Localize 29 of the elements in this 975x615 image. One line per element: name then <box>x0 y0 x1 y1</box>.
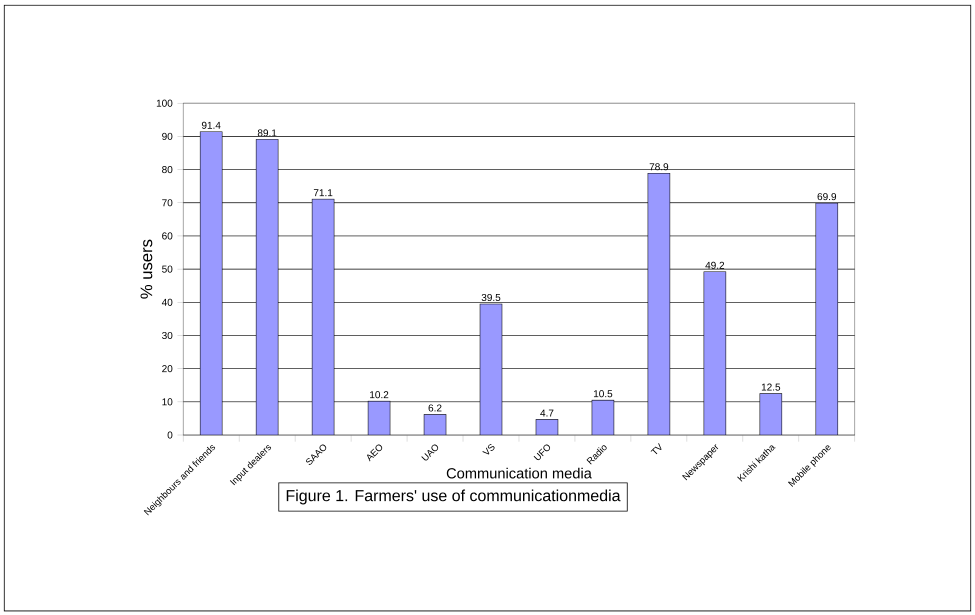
bar <box>536 419 558 435</box>
y-tick-label: 80 <box>162 166 172 174</box>
y-tick-label: 40 <box>162 298 172 306</box>
x-tick-label: TV <box>650 442 662 454</box>
y-tick-label: 50 <box>162 265 172 273</box>
data-label: 39.5 <box>482 294 500 301</box>
y-tick-label: 100 <box>156 100 172 107</box>
y-tick-label: 90 <box>162 132 172 140</box>
bar <box>424 414 446 435</box>
y-tick-label: 30 <box>162 332 172 339</box>
data-label: 91.4 <box>202 122 221 129</box>
y-axis-title: % users <box>140 240 152 299</box>
data-label: 49.2 <box>705 262 724 269</box>
data-label: 69.9 <box>818 192 836 200</box>
y-tick-label: 20 <box>162 365 172 372</box>
data-label: 10.2 <box>370 391 388 398</box>
y-tick-label: 60 <box>162 232 172 240</box>
y-tick-label: 70 <box>162 199 172 206</box>
data-label: 71.1 <box>314 189 332 196</box>
data-label: 4.7 <box>540 410 554 416</box>
x-axis-title: Communication media <box>446 468 592 478</box>
x-tick-label: VS <box>482 444 495 454</box>
data-label: 78.9 <box>650 163 668 170</box>
y-tick-label: 0 <box>168 431 172 438</box>
data-label: 10.5 <box>594 390 612 398</box>
data-label: 12.5 <box>762 383 780 391</box>
y-tick-label: 10 <box>162 398 172 406</box>
data-label: 6.2 <box>428 404 442 412</box>
caption: Figure 1. Farmers' use of communicationmedia <box>286 489 621 504</box>
